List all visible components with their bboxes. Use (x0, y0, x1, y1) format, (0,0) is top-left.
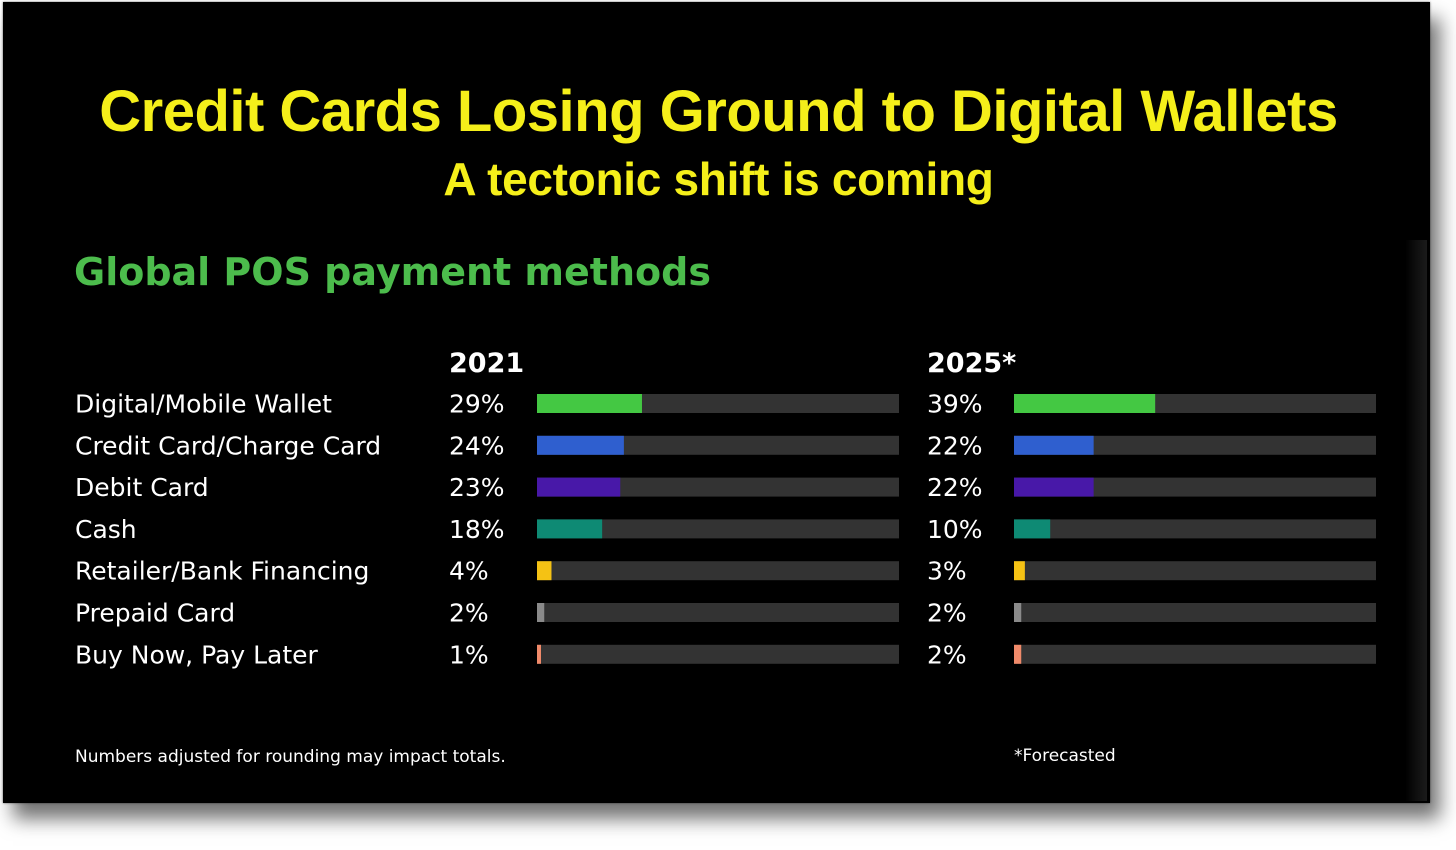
bar-track (537, 561, 899, 581)
value-label: 2% (449, 599, 489, 628)
bar (537, 519, 603, 539)
bar-track (537, 519, 899, 539)
slide-edge (1405, 240, 1427, 801)
bar-track (1014, 435, 1376, 455)
bar (537, 477, 621, 497)
bar (1014, 519, 1051, 539)
bar (537, 644, 541, 664)
series-header: 2025* (927, 348, 1016, 379)
value-label: 23% (449, 473, 505, 502)
bar (1014, 603, 1022, 622)
bar (1014, 435, 1094, 455)
value-label: 18% (449, 515, 505, 544)
value-label: 29% (449, 390, 505, 419)
value-label: 3% (927, 557, 967, 586)
bar (1014, 394, 1156, 413)
bar-track (537, 477, 899, 497)
value-label: 2% (927, 640, 967, 669)
bar-track (1014, 477, 1376, 497)
series-header: 2021 (449, 348, 524, 379)
bar (1014, 477, 1094, 497)
value-label: 4% (449, 557, 489, 586)
bar-track (1014, 603, 1376, 622)
bar-track (537, 435, 899, 455)
value-label: 22% (927, 473, 983, 502)
value-label: 2% (927, 599, 967, 628)
bar-track (1014, 519, 1376, 539)
category-label: Prepaid Card (75, 599, 235, 628)
bar (537, 561, 552, 581)
bar-track (1014, 644, 1376, 664)
category-label: Buy Now, Pay Later (75, 640, 319, 669)
value-label: 22% (927, 431, 983, 460)
main-title: Credit Cards Losing Ground to Digital Wa… (99, 79, 1338, 144)
bar-track (1014, 561, 1376, 581)
bar (537, 435, 624, 455)
category-label: Digital/Mobile Wallet (75, 390, 332, 419)
chart-title: Global POS payment methods (74, 250, 711, 294)
forecast-footnote: *Forecasted (1014, 746, 1116, 766)
category-label: Retailer/Bank Financing (75, 557, 369, 586)
bar (537, 394, 642, 413)
category-label: Credit Card/Charge Card (75, 431, 381, 460)
subtitle: A tectonic shift is coming (443, 153, 994, 205)
category-label: Cash (75, 515, 137, 544)
bar (1014, 561, 1025, 581)
category-label: Debit Card (75, 473, 209, 502)
bar-track (537, 644, 899, 664)
value-label: 10% (927, 515, 983, 544)
bar-track (537, 603, 899, 622)
bar (1014, 644, 1022, 664)
value-label: 1% (449, 640, 489, 669)
bar (537, 603, 545, 622)
rounding-footnote: Numbers adjusted for rounding may impact… (75, 747, 506, 767)
value-label: 24% (449, 431, 505, 460)
value-label: 39% (927, 390, 983, 419)
